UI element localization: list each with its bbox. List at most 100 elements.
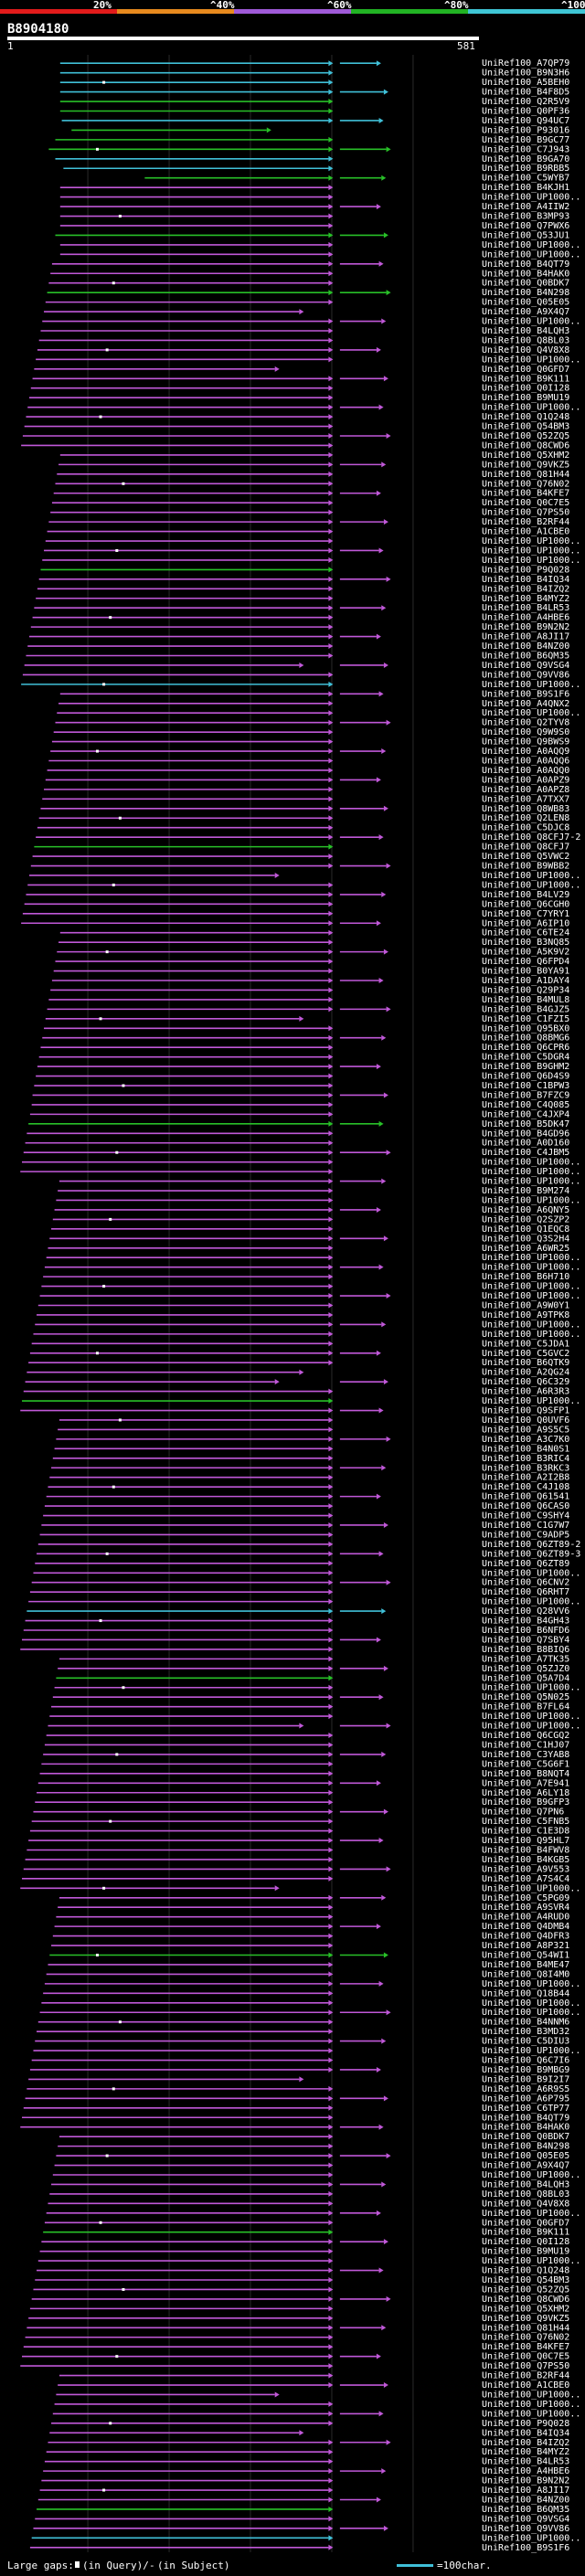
hit-row[interactable]: UniRef100_B4NZ00 [37,2495,570,2505]
hit-row[interactable]: UniRef100_UP1000.. [57,708,580,718]
hit-row[interactable]: UniRef100_UP1000.. [41,1998,580,2009]
hit-row[interactable]: UniRef100_Q4DFR3 [52,1932,570,1942]
hit-row[interactable]: UniRef100_Q6ZT89-2 [37,1540,581,1550]
hit-row[interactable]: UniRef100_A1CBE0 [58,2380,569,2390]
hit-row[interactable]: UniRef100_B6H710 [43,1272,569,1282]
hit-row[interactable]: UniRef100_Q05E05 [56,2151,569,2161]
hit-row[interactable]: UniRef100_B4KFE7 [23,2342,570,2352]
hit-row[interactable]: UniRef100_A5BEH0 [59,78,570,88]
hit-row[interactable]: UniRef100_A7TK35 [58,1654,569,1664]
hit-row[interactable]: UniRef100_A4IIW2 [59,202,570,212]
hit-row[interactable]: UniRef100_A0D160 [25,1139,570,1149]
hit-row[interactable]: UniRef100_B4GJZ5 [47,1004,570,1014]
hit-row[interactable]: UniRef100_Q5N025 [52,1692,570,1702]
hit-row[interactable]: UniRef100_Q9VKZ5 [28,2314,569,2324]
hit-row[interactable]: UniRef100_B9N3H6 [59,69,570,79]
hit-row[interactable]: UniRef100_UP1000.. [20,1883,580,1893]
hit-row[interactable]: UniRef100_B0YA91 [53,967,570,977]
hit-row[interactable]: UniRef100_B4KGB5 [25,1855,570,1865]
hit-row[interactable]: UniRef100_UP1000.. [52,2170,581,2180]
hit-row[interactable]: UniRef100_Q8BMG6 [42,1034,569,1044]
hit-row[interactable]: UniRef100_UP1000.. [33,2046,580,2056]
hit-row[interactable]: UniRef100_Q5XHM2 [59,451,570,461]
hit-row[interactable]: UniRef100_B4IQ34 [49,2428,569,2438]
hit-row[interactable]: UniRef100_B9GC77 [55,135,569,145]
hit-row[interactable]: UniRef100_UP1000.. [42,556,580,566]
hit-row[interactable]: UniRef100_B4QT79 [51,260,569,270]
hit-row[interactable]: UniRef100_B8BIQ6 [20,1645,569,1655]
hit-row[interactable]: UniRef100_Q6CGH0 [24,899,570,909]
hit-row[interactable]: UniRef100_B4LQH3 [40,326,569,336]
hit-row[interactable]: UniRef100_B8NQT4 [39,1769,570,1779]
hit-row[interactable]: UniRef100_A5K9V2 [57,948,569,958]
hit-row[interactable]: UniRef100_B9MU19 [39,2247,570,2257]
hit-row[interactable]: UniRef100_Q2LEN8 [38,813,570,823]
hit-row[interactable]: UniRef100_UP1000.. [36,355,580,365]
hit-row[interactable]: UniRef100_C5PG09 [58,1893,569,1903]
hit-row[interactable]: UniRef100_B4QT79 [22,2113,569,2123]
hit-row[interactable]: UniRef100_A6QNY5 [54,1205,570,1215]
hit-row[interactable]: UniRef100_A4HBE6 [32,613,570,623]
hit-row[interactable]: UniRef100_Q76N02 [55,479,569,489]
hit-row[interactable]: UniRef100_A4QNX2 [58,699,569,709]
hit-row[interactable]: UniRef100_Q8CFJ7-2 [36,832,580,843]
hit-row[interactable]: UniRef100_Q8CWD6 [31,2295,570,2305]
hit-row[interactable]: UniRef100_Q2SZP2 [52,1214,570,1224]
hit-row[interactable]: UniRef100_C3YAB8 [43,1750,569,1760]
hit-row[interactable]: UniRef100_B9MBG9 [29,2065,569,2075]
hit-row[interactable]: UniRef100_A6R9S5 [27,2084,569,2094]
hit-row[interactable]: UniRef100_UP1000.. [29,871,580,881]
hit-row[interactable]: UniRef100_UP1000.. [52,2409,581,2419]
hit-row[interactable]: UniRef100_A4RUD0 [56,1913,569,1923]
hit-row[interactable]: UniRef100_Q6ZT89-3 [37,1549,580,1559]
hit-row[interactable]: UniRef100_UP1000.. [46,2209,581,2219]
hit-row[interactable]: UniRef100_A8P321 [51,1941,569,1951]
hit-row[interactable]: UniRef100_B4LR53 [34,603,569,613]
hit-row[interactable]: UniRef100_B4FWV8 [27,1845,569,1855]
hit-row[interactable]: UniRef100_Q0PF36 [59,107,570,117]
hit-row[interactable]: UniRef100_B4IZQ2 [37,584,569,594]
hit-row[interactable]: UniRef100_A9X4Q7 [44,307,569,317]
hit-row[interactable]: UniRef100_Q1Q248 [26,412,569,422]
hit-row[interactable]: UniRef100_B4MYZ2 [46,2447,570,2457]
hit-row[interactable]: UniRef100_UP1000.. [45,536,581,546]
hit-row[interactable]: UniRef100_C1HJ07 [44,1740,569,1750]
hit-row[interactable]: UniRef100_C5DIU3 [35,2037,569,2047]
hit-row[interactable]: UniRef100_B9S1F6 [59,689,570,699]
hit-row[interactable]: UniRef100_A9X4Q7 [54,2161,570,2171]
hit-row[interactable]: UniRef100_Q7PN6 [33,1807,564,1818]
hit-row[interactable]: UniRef100_A7QP79 [59,58,570,69]
hit-row[interactable]: UniRef100_UP1000.. [27,403,580,413]
hit-row[interactable]: UniRef100_Q05E05 [45,298,570,308]
hit-row[interactable]: UniRef100_B4LV29 [26,890,569,900]
hit-row[interactable]: UniRef100_B9RBB5 [63,164,569,174]
hit-row[interactable]: UniRef100_Q53JU1 [55,230,569,240]
hit-row[interactable]: UniRef100_A1CBE0 [47,527,570,537]
hit-row[interactable]: UniRef100_A9TPK8 [37,1310,569,1320]
hit-row[interactable]: UniRef100_Q76N02 [25,2333,570,2343]
hit-row[interactable]: UniRef100_Q9BWS9 [51,737,569,747]
hit-row[interactable]: UniRef100_Q6CNV2 [31,1578,570,1588]
hit-row[interactable]: UniRef100_Q8CWD6 [21,440,569,451]
hit-row[interactable]: UniRef100_A8JI17 [39,2486,570,2496]
hit-row[interactable]: UniRef100_Q0I128 [41,2237,569,2247]
hit-row[interactable]: UniRef100_Q54WI1 [49,1951,569,1961]
hit-row[interactable]: UniRef100_Q1Q248 [37,2266,569,2276]
hit-row[interactable]: UniRef100_Q8CFJ7 [34,843,569,853]
hit-row[interactable]: UniRef100_P93016 [71,125,569,135]
hit-row[interactable]: UniRef100_B9I2I7 [28,2074,569,2084]
hit-row[interactable]: UniRef100_Q1EQC8 [51,1224,569,1235]
hit-row[interactable]: UniRef100_UP1000.. [56,2390,580,2400]
hit-row[interactable]: UniRef100_UP1000.. [56,1195,580,1205]
hit-row[interactable]: UniRef100_Q6CPR6 [40,1043,569,1053]
hit-row[interactable]: UniRef100_Q4V8X8 [48,2199,569,2209]
hit-row[interactable]: UniRef100_C5FNB5 [31,1817,570,1827]
hit-row[interactable]: UniRef100_Q7PS50 [20,2361,569,2371]
hit-row[interactable]: UniRef100_B4IZQ2 [48,2438,569,2448]
hit-row[interactable]: UniRef100_B4NZ00 [27,641,569,652]
hit-row[interactable]: UniRef100_Q6FPD4 [55,957,569,967]
hit-row[interactable]: UniRef100_Q9VV86 [22,670,569,680]
hit-row[interactable]: UniRef100_UP1000.. [59,240,581,250]
hit-row[interactable]: UniRef100_A9S5C5 [58,1425,569,1435]
hit-row[interactable]: UniRef100_A7TXX7 [42,794,569,804]
